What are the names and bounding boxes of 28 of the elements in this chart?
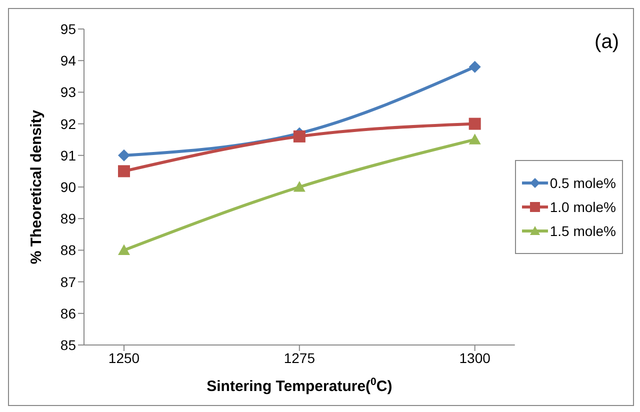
x-tick-label: 1300	[459, 350, 491, 366]
legend-label: 1.5 mole%	[550, 223, 616, 239]
x-tick-label: 1250	[108, 350, 140, 366]
point	[293, 181, 306, 192]
y-axis-title: % Theoretical density	[28, 109, 45, 264]
y-tick-label: 87	[60, 274, 76, 290]
y-tick-label: 91	[60, 147, 76, 164]
point	[468, 118, 481, 130]
y-tick-label: 89	[60, 210, 76, 227]
y-tick-label: 92	[60, 116, 76, 132]
y-tick-label: 95	[60, 20, 76, 37]
point	[118, 165, 130, 178]
x-axis-title: Sintering Temperature($^{0}$C)	[206, 376, 392, 395]
y-tick-label: 88	[60, 242, 76, 258]
text: (a)	[594, 31, 619, 54]
point	[468, 134, 481, 144]
point	[468, 60, 481, 73]
legend-label: 1.0 mole%	[550, 199, 616, 215]
legend-label: 0.5 mole%	[550, 175, 616, 191]
y-tick-label: 94	[60, 52, 76, 69]
y-tick-label: 86	[60, 305, 76, 322]
y-tick-label: 93	[60, 84, 76, 100]
y-tick-label: 85	[60, 336, 76, 353]
point	[293, 130, 306, 142]
point	[118, 244, 130, 255]
x-tick-label: 1275	[284, 350, 316, 366]
y-tick-label: 90	[60, 178, 76, 195]
point	[118, 149, 130, 162]
